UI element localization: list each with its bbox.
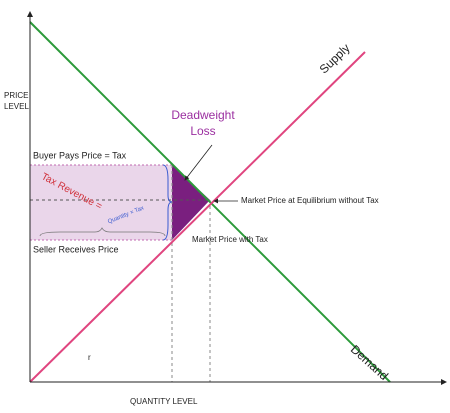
x-axis-label: QUANTITY LEVEL <box>130 397 198 406</box>
equilibrium-label: Market Price at Equilibrium without Tax <box>241 196 379 205</box>
deadweight-pointer <box>184 144 213 181</box>
tax-brace <box>162 164 173 241</box>
y-axis-label: LEVEL <box>4 102 29 111</box>
stray-label: r <box>88 353 91 362</box>
deadweight-label: Deadweight <box>171 108 235 122</box>
deadweight-triangle <box>172 165 210 240</box>
tax-revenue-area <box>30 165 172 240</box>
y-axis-label: PRICE <box>4 91 28 100</box>
seller-label: Seller Receives Price <box>33 244 119 254</box>
quantity-brace <box>39 227 166 237</box>
supply-label: Supply <box>317 41 353 77</box>
tax-price-label: Market Price with Tax <box>192 235 268 244</box>
buyer-label: Buyer Pays Price = Tax <box>33 150 127 160</box>
demand-curve <box>29 21 391 383</box>
demand-label: Demand <box>348 342 391 383</box>
supply-curve <box>29 51 366 383</box>
deadweight-label: Loss <box>190 124 215 138</box>
